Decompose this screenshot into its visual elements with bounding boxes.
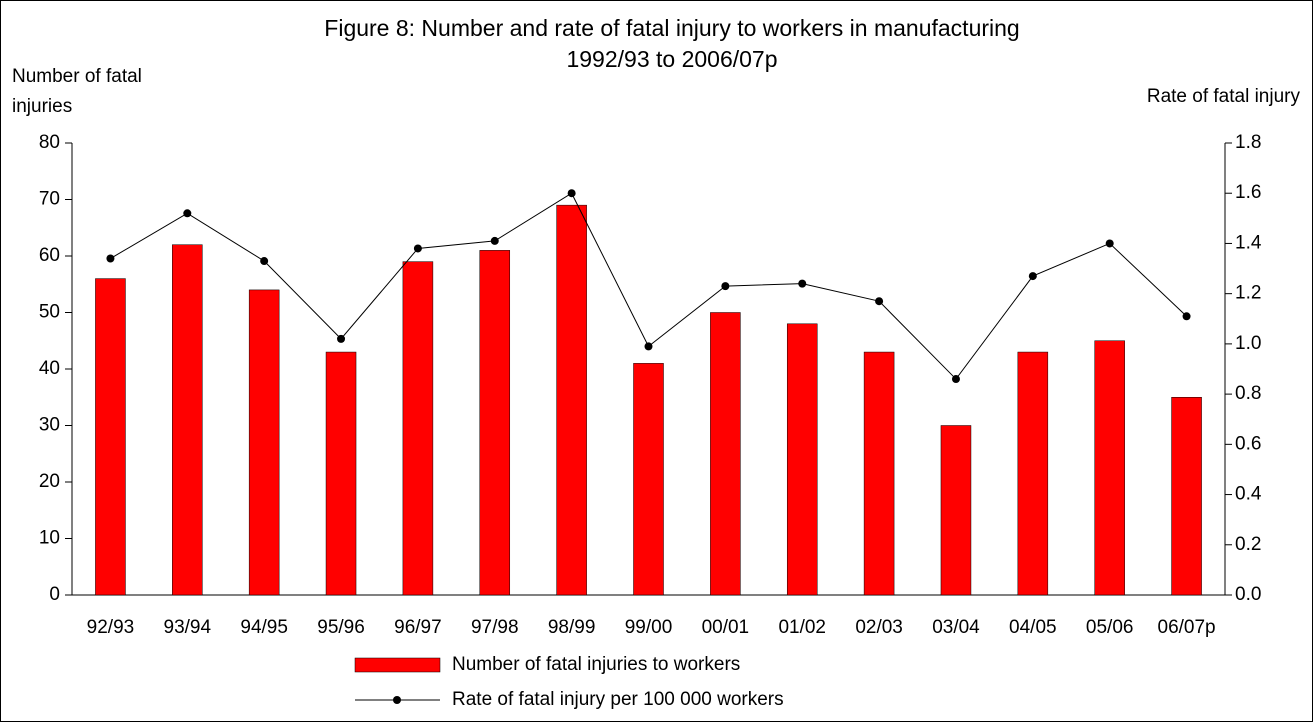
y2-tick-label: 0.0: [1235, 584, 1261, 605]
x-tick-label: 00/01: [702, 617, 750, 638]
x-tick-label: 99/00: [625, 617, 673, 638]
y2-tick-label: 0.2: [1235, 534, 1261, 555]
bar: [556, 204, 587, 596]
x-tick-label: 05/06: [1086, 617, 1134, 638]
bar: [786, 323, 818, 596]
x-tick-label: 02/03: [855, 617, 903, 638]
bar: [479, 250, 511, 596]
x-tick-label: 04/05: [1009, 617, 1057, 638]
y-tick-label: 0: [49, 584, 60, 605]
y2-tick-label: 1.6: [1235, 182, 1261, 203]
point: [260, 257, 269, 266]
y2-tick-label: 1.2: [1235, 283, 1261, 304]
x-tick-label: 01/02: [778, 617, 826, 638]
y-tick-label: 30: [39, 415, 60, 436]
point: [106, 254, 115, 263]
y2-tick-label: 0.6: [1235, 433, 1261, 454]
y2-tick-label: 1.8: [1235, 132, 1261, 153]
y2-tick-label: 0.4: [1235, 484, 1262, 505]
bar: [863, 351, 895, 596]
point: [1182, 312, 1191, 321]
point: [875, 297, 884, 306]
legend-swatch: [393, 696, 401, 704]
bar: [940, 425, 972, 596]
y2-tick-label: 1.0: [1235, 333, 1261, 354]
y-tick-label: 70: [39, 189, 60, 210]
point: [721, 282, 730, 291]
x-tick-label: 92/93: [87, 617, 135, 638]
point: [337, 334, 346, 343]
bar: [1171, 397, 1202, 596]
x-tick-label: 96/97: [394, 617, 442, 638]
y2-tick-label: 0.8: [1235, 383, 1261, 404]
bar: [248, 289, 280, 596]
point: [1028, 272, 1037, 281]
point: [413, 244, 422, 253]
bar: [172, 244, 203, 596]
chart-subtitle: 1992/93 to 2006/07p: [566, 46, 777, 72]
point: [183, 209, 192, 218]
legend-swatch: [354, 657, 441, 673]
y-tick-label: 20: [39, 471, 60, 492]
x-tick-label: 97/98: [471, 617, 519, 638]
x-tick-label: 98/99: [548, 617, 596, 638]
bar: [325, 351, 357, 596]
point: [490, 236, 499, 245]
y2-tick-label: 1.4: [1235, 232, 1262, 253]
point: [567, 189, 576, 198]
bar: [1017, 351, 1049, 596]
x-tick-label: 93/94: [164, 617, 212, 638]
y-tick-label: 80: [39, 132, 60, 153]
legend-label: Rate of fatal injury per 100 000 workers: [452, 689, 784, 710]
legend-label: Number of fatal injuries to workers: [452, 654, 740, 675]
bar: [1094, 340, 1125, 596]
point: [951, 375, 960, 384]
point: [644, 342, 653, 351]
y-tick-label: 10: [39, 528, 60, 549]
y2-axis-label: Rate of fatal injury: [1147, 86, 1301, 107]
bar: [633, 363, 664, 596]
point: [1105, 239, 1114, 248]
y-tick-label: 50: [39, 302, 60, 323]
x-tick-label: 06/07p: [1158, 617, 1216, 638]
y-tick-label: 60: [39, 245, 60, 266]
point: [798, 279, 807, 288]
chart-title: Figure 8: Number and rate of fatal injur…: [324, 15, 1019, 41]
x-tick-label: 94/95: [240, 617, 288, 638]
bar: [95, 278, 126, 596]
bar: [402, 261, 434, 596]
bar: [710, 312, 741, 596]
y-tick-label: 40: [39, 358, 60, 379]
x-tick-label: 95/96: [317, 617, 365, 638]
x-tick-label: 03/04: [932, 617, 980, 638]
y-axis-label: Number of fatal injuries: [12, 66, 142, 117]
